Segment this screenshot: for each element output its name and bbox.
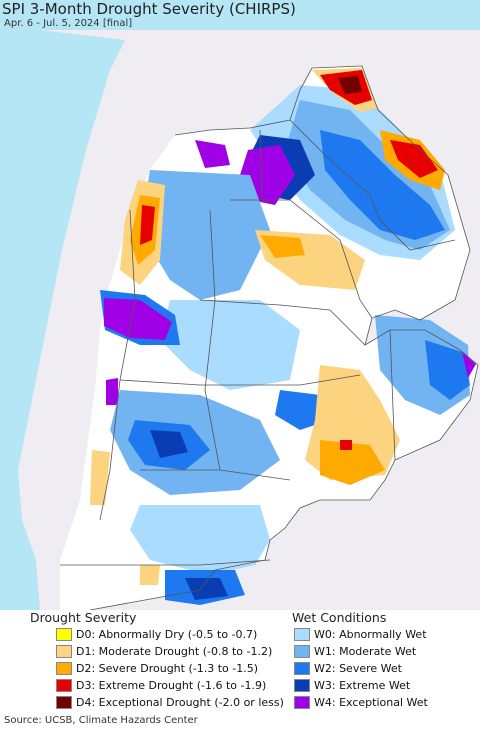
legend-item-w4: W4: Exceptional Wet [294, 694, 428, 711]
swatch-d4 [56, 696, 72, 709]
legend-item-w2: W2: Severe Wet [294, 660, 402, 677]
drought-patches [90, 68, 445, 585]
legend: Drought Severity D0: Abnormally Dry (-0.… [0, 610, 480, 710]
legend-item-w0: W0: Abnormally Wet [294, 626, 427, 643]
swatch-w3 [294, 679, 310, 692]
legend-title-wet: Wet Conditions [292, 610, 387, 625]
legend-label-w0: W0: Abnormally Wet [314, 628, 427, 641]
wet-patches [100, 85, 476, 605]
legend-item-w3: W3: Extreme Wet [294, 677, 410, 694]
swatch-w1 [294, 645, 310, 658]
drought-map [0, 0, 480, 610]
legend-item-d0: D0: Abnormally Dry (-0.5 to -0.7) [56, 626, 257, 643]
legend-label-d0: D0: Abnormally Dry (-0.5 to -0.7) [76, 628, 258, 641]
swatch-d2 [56, 662, 72, 675]
legend-item-d3: D3: Extreme Drought (-1.6 to -1.9) [56, 677, 266, 694]
legend-label-w3: W3: Extreme Wet [314, 679, 411, 692]
legend-item-d1: D1: Moderate Drought (-0.8 to -1.2) [56, 643, 272, 660]
admin-borders [60, 65, 479, 610]
swatch-w2 [294, 662, 310, 675]
legend-label-w4: W4: Exceptional Wet [314, 696, 428, 709]
swatch-w0 [294, 628, 310, 641]
legend-label-w2: W2: Severe Wet [314, 662, 402, 675]
legend-item-d2: D2: Severe Drought (-1.3 to -1.5) [56, 660, 258, 677]
legend-label-d3: D3: Extreme Drought (-1.6 to -1.9) [76, 679, 267, 692]
map-subtitle: Apr. 6 - Jul. 5, 2024 [final] [4, 18, 133, 29]
legend-label-d1: D1: Moderate Drought (-0.8 to -1.2) [76, 645, 273, 658]
legend-label-d4: D4: Exceptional Drought (-2.0 or less) [76, 696, 284, 709]
swatch-d3 [56, 679, 72, 692]
legend-title-drought: Drought Severity [30, 610, 137, 625]
swatch-d1 [56, 645, 72, 658]
legend-item-w1: W1: Moderate Wet [294, 643, 416, 660]
legend-label-w1: W1: Moderate Wet [314, 645, 417, 658]
map-title: SPI 3-Month Drought Severity (CHIRPS) [2, 0, 296, 18]
legend-label-d2: D2: Severe Drought (-1.3 to -1.5) [76, 662, 259, 675]
swatch-w4 [294, 696, 310, 709]
source-credit: Source: UCSB, Climate Hazards Center [4, 715, 198, 726]
swatch-d0 [56, 628, 72, 641]
legend-item-d4: D4: Exceptional Drought (-2.0 or less) [56, 694, 284, 711]
